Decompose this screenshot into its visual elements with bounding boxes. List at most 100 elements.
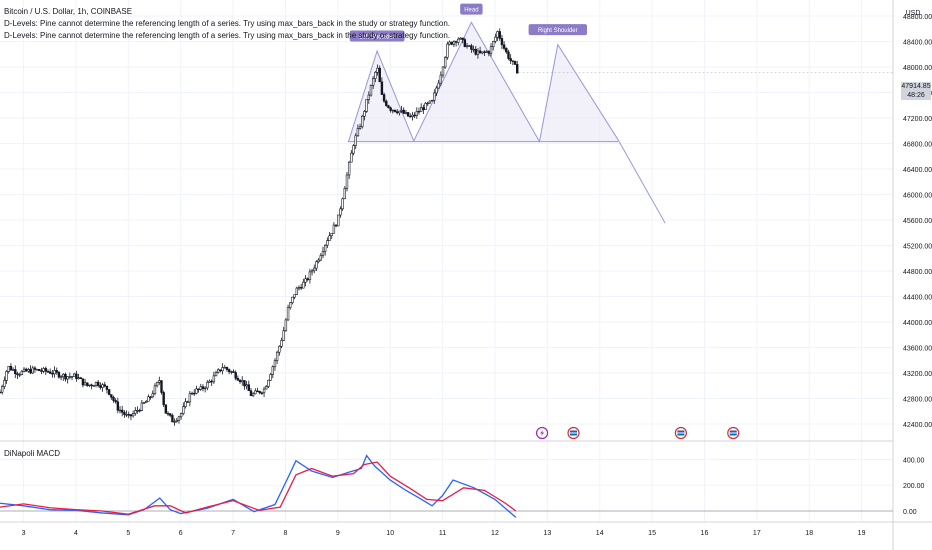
price-tick-label: 48800.00 [903,14,932,21]
candle-body [131,413,135,417]
candle-body [103,384,106,387]
candle-body [511,60,515,62]
time-tick-label: 15 [648,530,656,537]
candle-body [147,396,150,402]
price-tick-label: 43600.00 [903,346,932,353]
candle-body [282,330,285,341]
candle-body [354,135,357,146]
candle-body [138,410,141,412]
candle-body [284,319,288,332]
pattern-label-bg [460,3,483,15]
candle-body [105,385,109,390]
candle-body [88,384,91,387]
last-price-badge: 47914.85 48:26 [901,82,931,100]
candle-body [352,145,355,154]
candle-body [433,92,436,101]
candle-body [387,105,390,109]
candle-body [217,369,220,373]
candle-body [24,368,28,372]
candle-body [68,376,72,378]
time-tick-label: 11 [439,530,446,537]
candle-body [398,110,401,114]
candle-body [406,112,410,117]
candle-body [467,45,471,47]
candle-body [304,278,307,283]
candle-body [44,368,48,372]
candle-body [513,61,517,65]
candle-body [208,380,211,383]
candle-body [419,107,423,112]
candle-body [328,235,331,241]
candle-body [275,351,279,361]
candle-body [308,271,312,281]
candle-body [319,255,322,261]
candle-body [295,287,298,295]
time-tick-label: 18 [805,530,813,537]
candle-body [326,240,329,246]
candle-body [485,51,488,53]
candle-body [262,388,266,394]
candle-body [385,100,388,106]
candle-body [313,267,316,272]
candle-body [332,224,336,234]
candle-body [175,420,178,422]
candle-body [33,367,37,370]
candle-body [417,111,421,113]
pattern-label-bg [349,30,405,42]
candle-body [509,58,512,62]
candle-body [457,38,460,43]
candle-body [99,385,102,388]
candle-body [461,37,464,40]
candle-body [459,37,462,40]
time-tick-label: 10 [386,530,394,537]
candle-body [382,94,386,102]
candle-body [145,401,148,403]
candle-body [83,382,87,386]
candle-body [116,401,120,411]
candle-body [302,281,305,289]
candle-body [334,224,338,227]
candle-body [269,374,272,381]
candle-body [339,208,342,216]
price-tick-label: 44400.00 [903,295,932,302]
candle-body [199,386,202,390]
candle-body [443,57,447,68]
candle-body [79,377,82,380]
price-tick-label: 44000.00 [903,320,932,327]
time-tick-label: 9 [336,530,340,537]
candle-body [188,393,192,403]
candle-body [203,387,207,390]
currency-label[interactable]: USD [905,10,921,17]
candle-body [55,370,58,373]
candle-body [158,380,161,383]
candle-body [238,379,242,383]
pattern-label: Left Shoulder [359,34,395,40]
candle-body [478,50,482,54]
time-tick-label: 8 [283,530,287,537]
candle-body [317,259,320,263]
candle-body [92,385,96,387]
candle-body [365,99,368,112]
candle-body [498,31,501,39]
candle-body [48,371,52,374]
candle-body [280,340,283,347]
candle-body [64,373,67,380]
candle-body [330,232,333,237]
candle-body [395,111,399,114]
candle-body [502,44,506,49]
candle-body [404,112,408,114]
candle-body [297,287,301,289]
candle-body [184,401,187,407]
candle-body [90,384,93,387]
candle-body [435,87,438,94]
price-tick-label: 45200.00 [903,244,932,251]
candle-body [51,373,54,375]
candle-body [134,410,137,414]
price-tick-label: 45600.00 [903,218,932,225]
bar-countdown: 48:26 [907,92,925,99]
candle-body [219,369,222,372]
candle-body [169,413,172,416]
candle-body [160,380,163,393]
macd-line [0,454,517,518]
